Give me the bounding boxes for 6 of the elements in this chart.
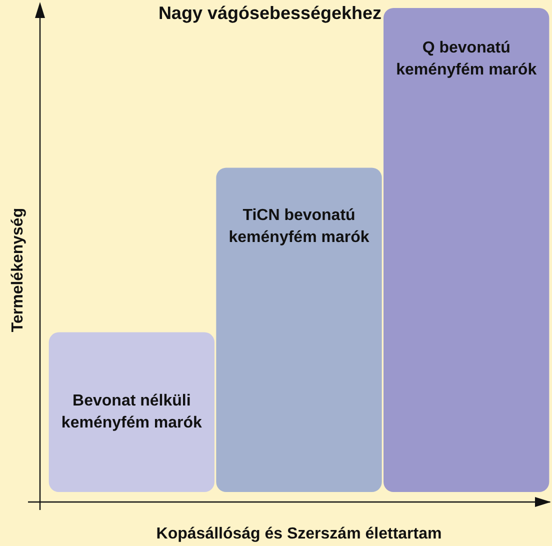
x-tick-label: Q bevonatú keményfém marók — [396, 39, 537, 78]
x-axis-title: Kopásállóság és Szerszám élettartam — [156, 525, 442, 542]
x-tick-label: TiCN bevonatú keményfém marók — [228, 207, 370, 246]
y-axis-title: Termelékenység — [9, 208, 26, 332]
x-tick-label: Bevonat nélküli keményfém marók — [61, 392, 202, 432]
chart-title: Nagy vágósebességekhez — [158, 2, 382, 23]
